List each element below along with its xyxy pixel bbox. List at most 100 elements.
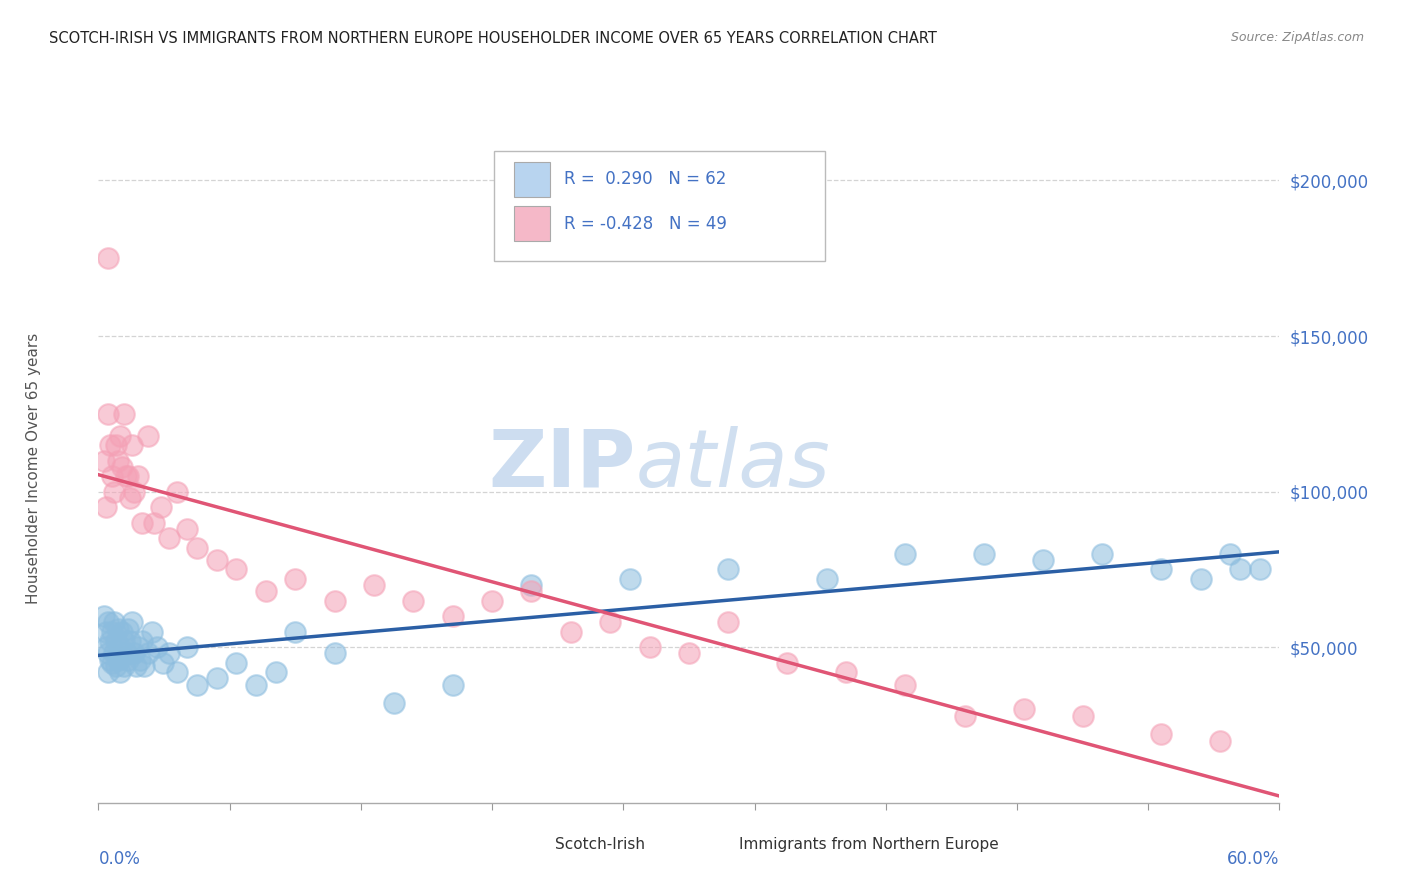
Point bbox=[1219, 547, 1241, 561]
Point bbox=[176, 522, 198, 536]
Point bbox=[107, 653, 129, 667]
Point bbox=[1150, 562, 1173, 576]
Text: R = -0.428   N = 49: R = -0.428 N = 49 bbox=[564, 215, 727, 233]
Point bbox=[323, 647, 346, 661]
Point bbox=[136, 647, 159, 661]
Point bbox=[115, 647, 138, 661]
Text: SCOTCH-IRISH VS IMMIGRANTS FROM NORTHERN EUROPE HOUSEHOLDER INCOME OVER 65 YEARS: SCOTCH-IRISH VS IMMIGRANTS FROM NORTHERN… bbox=[49, 31, 936, 46]
Point bbox=[441, 677, 464, 691]
Point bbox=[107, 622, 129, 636]
Point bbox=[98, 438, 121, 452]
Point bbox=[815, 572, 838, 586]
Point bbox=[97, 407, 120, 421]
Point bbox=[560, 624, 582, 639]
Point bbox=[108, 428, 131, 442]
Point bbox=[717, 562, 740, 576]
Point bbox=[103, 484, 125, 499]
Point bbox=[97, 665, 120, 679]
Point bbox=[382, 696, 405, 710]
Point bbox=[678, 647, 700, 661]
Text: 60.0%: 60.0% bbox=[1227, 849, 1279, 868]
Point bbox=[973, 547, 995, 561]
Point bbox=[1209, 733, 1232, 747]
Point bbox=[225, 656, 247, 670]
Text: Source: ZipAtlas.com: Source: ZipAtlas.com bbox=[1230, 31, 1364, 45]
Point bbox=[638, 640, 661, 655]
Point bbox=[131, 634, 153, 648]
Point bbox=[108, 665, 131, 679]
Point bbox=[101, 624, 124, 639]
Point bbox=[1091, 547, 1114, 561]
Point bbox=[599, 615, 621, 630]
Point bbox=[98, 653, 121, 667]
Point bbox=[520, 584, 543, 599]
Point bbox=[96, 624, 118, 639]
Point bbox=[107, 453, 129, 467]
Point bbox=[101, 656, 124, 670]
Point bbox=[953, 708, 976, 723]
Text: R =  0.290   N = 62: R = 0.290 N = 62 bbox=[564, 170, 725, 188]
Point bbox=[103, 615, 125, 630]
Point bbox=[402, 593, 425, 607]
Point bbox=[284, 624, 307, 639]
Point bbox=[166, 484, 188, 499]
Point bbox=[1071, 708, 1094, 723]
Text: Scotch-Irish: Scotch-Irish bbox=[555, 837, 645, 852]
Point bbox=[520, 578, 543, 592]
Text: 0.0%: 0.0% bbox=[98, 849, 141, 868]
FancyBboxPatch shape bbox=[512, 830, 541, 860]
Text: ZIP: ZIP bbox=[488, 426, 636, 504]
Point bbox=[132, 659, 155, 673]
Point bbox=[103, 647, 125, 661]
Point bbox=[121, 615, 143, 630]
Text: Immigrants from Northern Europe: Immigrants from Northern Europe bbox=[738, 837, 998, 852]
FancyBboxPatch shape bbox=[695, 830, 724, 860]
Point bbox=[105, 659, 128, 673]
Point bbox=[93, 609, 115, 624]
Point bbox=[111, 459, 134, 474]
Point bbox=[108, 640, 131, 655]
Point bbox=[225, 562, 247, 576]
Point bbox=[186, 541, 208, 555]
Point bbox=[1229, 562, 1251, 576]
Point bbox=[176, 640, 198, 655]
Point bbox=[117, 653, 139, 667]
Point bbox=[105, 438, 128, 452]
Point bbox=[323, 593, 346, 607]
Point bbox=[441, 609, 464, 624]
Point bbox=[97, 252, 120, 266]
Point bbox=[101, 469, 124, 483]
Point bbox=[112, 659, 135, 673]
FancyBboxPatch shape bbox=[515, 206, 550, 241]
Point bbox=[131, 516, 153, 530]
Point bbox=[122, 647, 145, 661]
Point bbox=[117, 469, 139, 483]
Point bbox=[245, 677, 267, 691]
Point bbox=[205, 553, 228, 567]
Point bbox=[1189, 572, 1212, 586]
Point bbox=[254, 584, 277, 599]
Point bbox=[111, 624, 134, 639]
Point bbox=[96, 500, 118, 515]
Point bbox=[1150, 727, 1173, 741]
Point bbox=[363, 578, 385, 592]
Point bbox=[264, 665, 287, 679]
Point bbox=[117, 622, 139, 636]
Point bbox=[1012, 702, 1035, 716]
Point bbox=[136, 428, 159, 442]
Point bbox=[1249, 562, 1271, 576]
Point bbox=[205, 671, 228, 685]
Point bbox=[128, 653, 150, 667]
FancyBboxPatch shape bbox=[515, 162, 550, 197]
Point bbox=[105, 634, 128, 648]
Point bbox=[157, 647, 180, 661]
Point bbox=[717, 615, 740, 630]
Point bbox=[894, 677, 917, 691]
Point bbox=[111, 649, 134, 664]
Point bbox=[112, 407, 135, 421]
Point bbox=[894, 547, 917, 561]
Point bbox=[96, 640, 118, 655]
Point bbox=[115, 469, 138, 483]
Point bbox=[122, 484, 145, 499]
Point bbox=[152, 656, 174, 670]
